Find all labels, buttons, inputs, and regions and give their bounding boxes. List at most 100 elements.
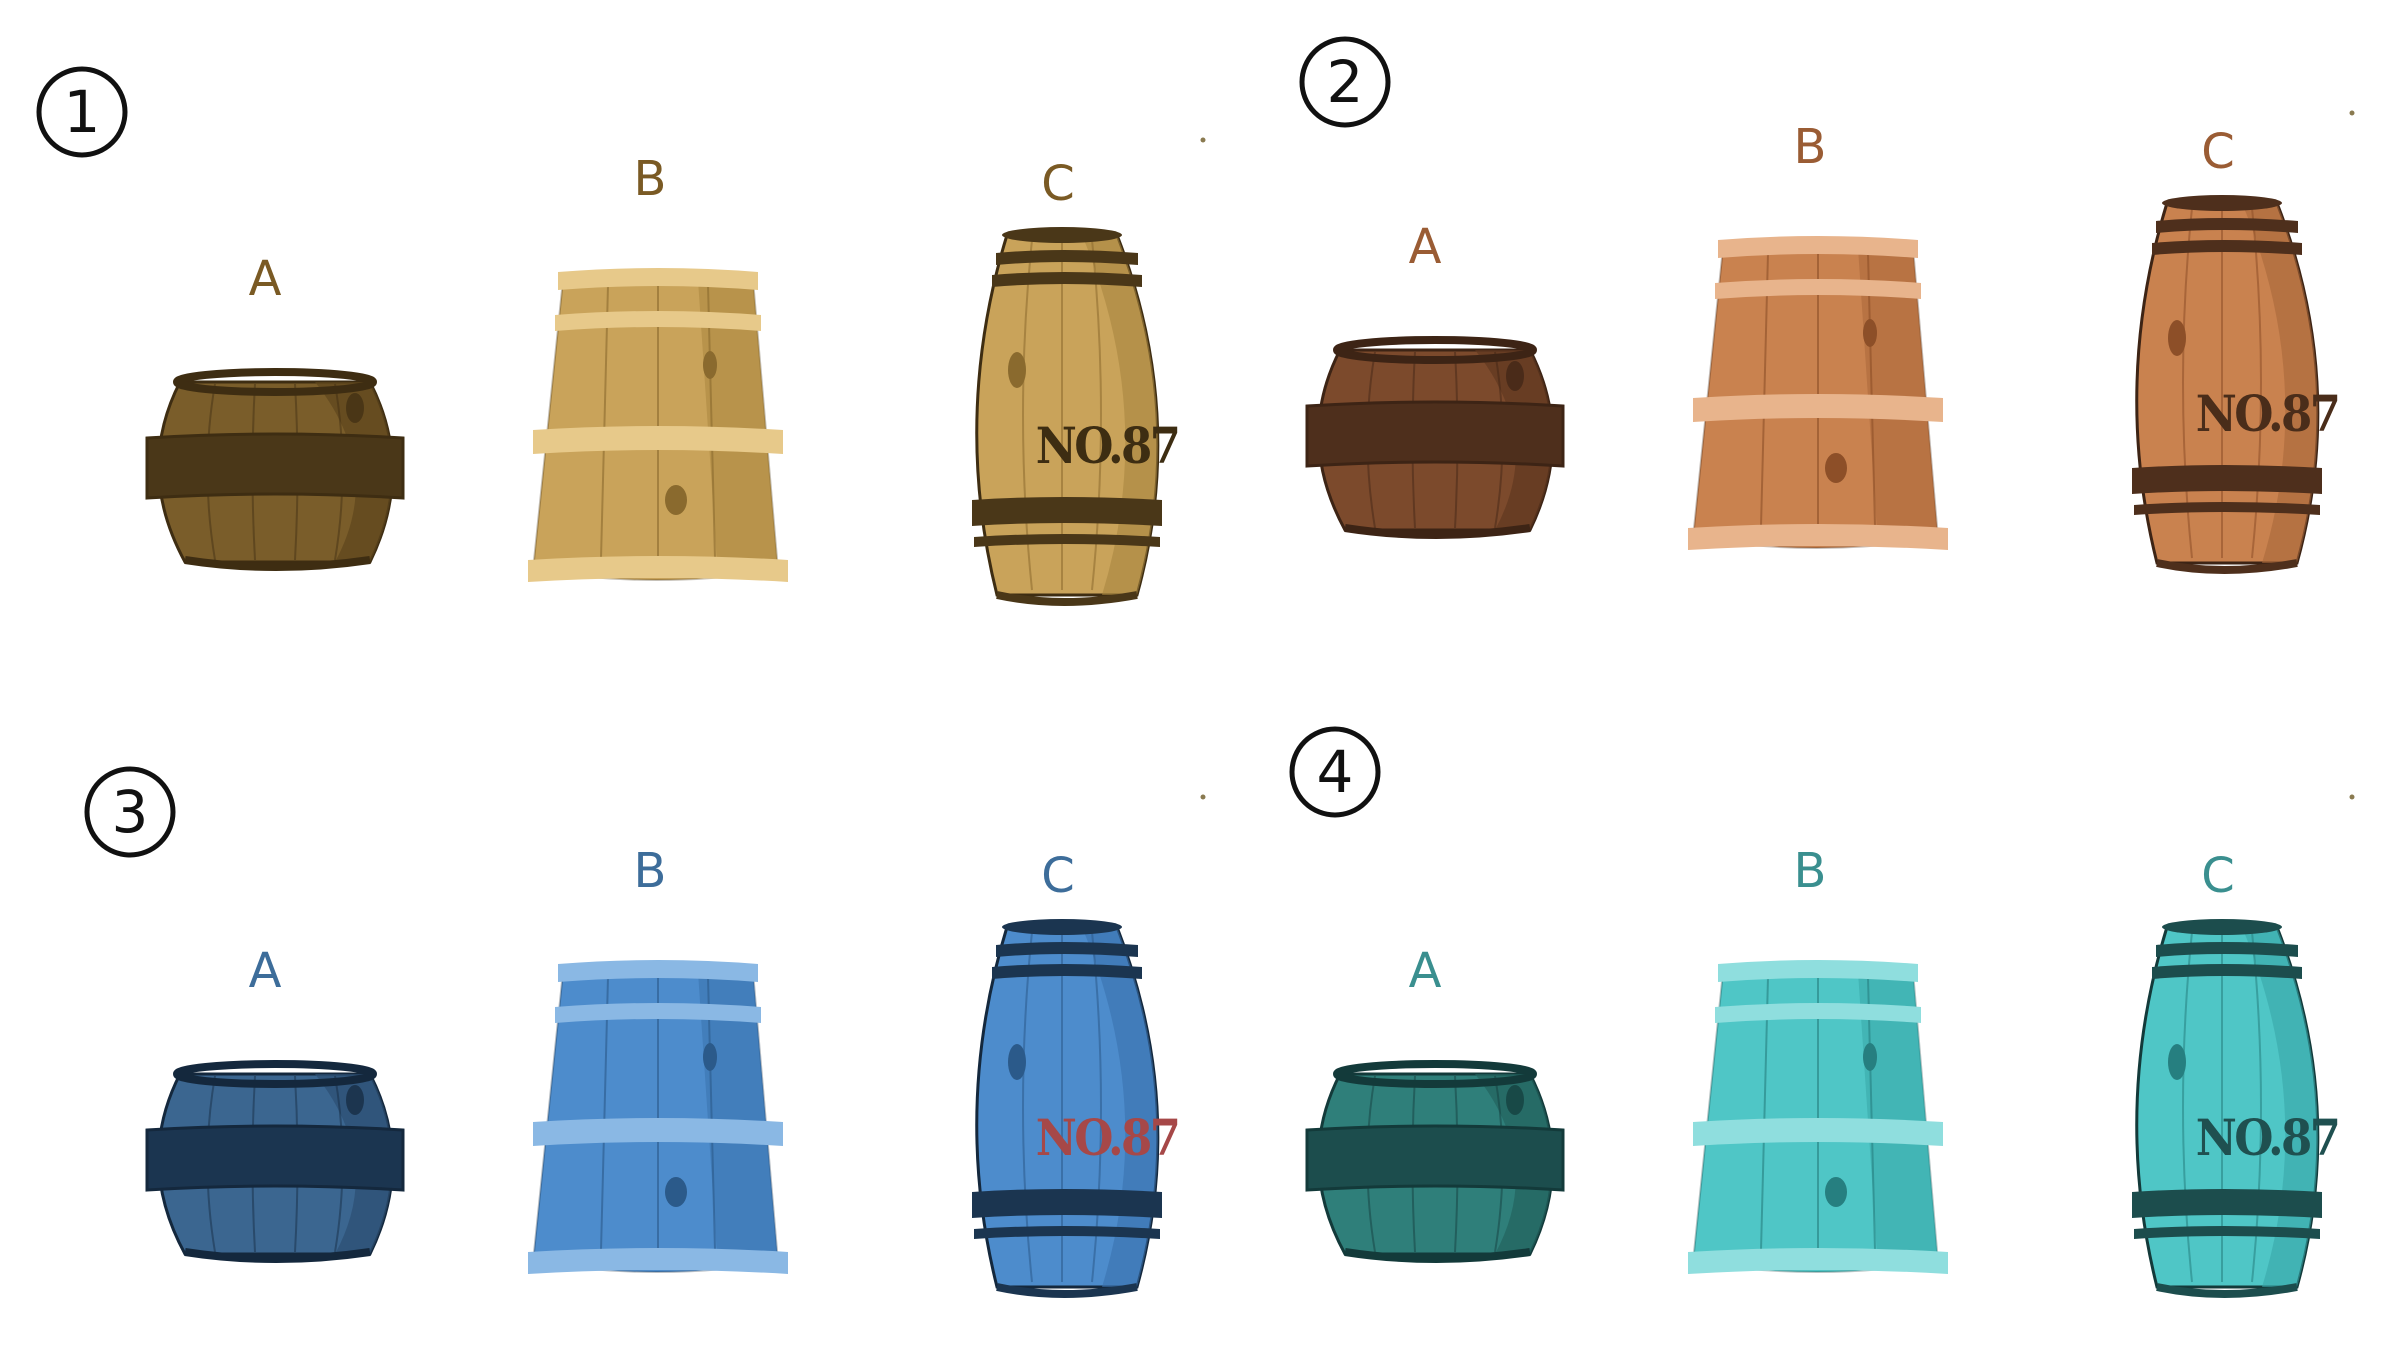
barrel-band (996, 250, 1138, 265)
barrel-bottom-rim (184, 1248, 371, 1263)
barrel-band (1305, 400, 1565, 468)
group-number: 2 (1327, 48, 1364, 116)
bung-hole (1825, 453, 1847, 483)
barrel-band (992, 964, 1142, 979)
barrel-a (1305, 1060, 1565, 1263)
group-number-circle (1289, 726, 1381, 818)
group-number: 3 (112, 778, 149, 846)
barrel-hoop (533, 1118, 783, 1146)
bung-hole (2168, 320, 2186, 356)
barrel-bottom-rim (184, 556, 371, 571)
barrel-hoop (558, 960, 758, 982)
barrel-bottom-rim (996, 1283, 1138, 1298)
corner-dot (1200, 794, 1206, 800)
corner-dot (1200, 137, 1206, 143)
stamp-text: NO.87 (2196, 385, 2338, 444)
barrel-bottom-rim (1344, 1248, 1531, 1263)
barrel-shade (1475, 1074, 1553, 1254)
barrel-letter-label: A (1409, 219, 1442, 275)
barrel-top-rim (2162, 919, 2282, 935)
barrel-b (528, 268, 788, 582)
barrel-hoop (1718, 960, 1918, 982)
barrel-group-4: 4 A B C NO.87 (1289, 726, 2341, 1298)
barrel-band (2134, 1226, 2320, 1239)
barrel-letter-label: A (249, 251, 282, 307)
barrel-bottom-rim (996, 591, 1138, 606)
barrel-band (2152, 964, 2302, 979)
barrel-letter-label: C (2201, 124, 2235, 180)
barrel-c: NO.87 (972, 227, 1181, 606)
barrel-hoop (528, 1248, 788, 1274)
barrel-band (972, 497, 1162, 526)
bung-hole (1008, 352, 1026, 388)
stamp-text: NO.87 (1036, 1109, 1178, 1168)
barrel-band (2156, 218, 2298, 233)
barrel-group-1: 1 A B C NO.87 (36, 66, 1181, 606)
barrel-letter-label: A (1409, 943, 1442, 999)
bung-hole (1863, 1043, 1877, 1071)
barrel-hoop (558, 268, 758, 290)
barrel-band (974, 534, 1160, 547)
corner-dot (2349, 794, 2355, 800)
barrel-band (2134, 502, 2320, 515)
bung-hole (1863, 319, 1877, 347)
bung-hole (1506, 361, 1524, 391)
barrel-a (1305, 336, 1565, 539)
barrel-b (1688, 236, 1948, 550)
stamp-text: NO.87 (1036, 417, 1178, 476)
barrel-band (974, 1226, 1160, 1239)
barrel-letter-label: B (634, 843, 667, 899)
barrel-hoop (1688, 1248, 1948, 1274)
corner-dot (2349, 110, 2355, 116)
barrel-hoop (528, 556, 788, 582)
barrel-shade (315, 382, 393, 562)
barrel-bottom-rim (2156, 559, 2298, 574)
group-number-circle (1299, 36, 1391, 128)
bung-hole (703, 1043, 717, 1071)
barrel-hoop (1715, 279, 1921, 299)
barrel-band (1305, 1124, 1565, 1192)
barrel-c: NO.87 (2132, 919, 2341, 1298)
barrel-top-rim (1333, 1060, 1537, 1088)
barrel-letter-label: A (249, 943, 282, 999)
group-number-circle (84, 766, 176, 858)
barrel-shade (1475, 350, 1553, 530)
stamp-text: NO.87 (2196, 1109, 2338, 1168)
barrel-hoop (1715, 1003, 1921, 1023)
group-number: 1 (64, 78, 101, 146)
barrel-band (145, 1124, 405, 1192)
barrel-top-rim (1002, 919, 1122, 935)
barrel-hoop (1718, 236, 1918, 258)
barrel-hoop (533, 426, 783, 454)
barrel-hoop (555, 311, 761, 331)
barrel-a (145, 1060, 405, 1263)
barrel-group-2: 2 A B C NO.87 (1299, 36, 2341, 574)
barrel-band (145, 432, 405, 500)
barrel-letter-label: B (1794, 119, 1827, 175)
barrel-group-3: 3 A B C NO.87 (84, 766, 1181, 1298)
bung-hole (665, 1177, 687, 1207)
barrel-band (2152, 240, 2302, 255)
bung-hole (346, 393, 364, 423)
barrel-letter-label: C (1041, 156, 1075, 212)
barrel-b (1688, 960, 1948, 1274)
barrel-hoop (1688, 524, 1948, 550)
barrel-top-rim (2162, 195, 2282, 211)
barrel-c: NO.87 (2132, 195, 2341, 574)
group-number: 4 (1317, 738, 1354, 806)
barrel-letter-label: B (634, 151, 667, 207)
barrel-top-rim (1333, 336, 1537, 364)
bung-hole (1506, 1085, 1524, 1115)
barrel-c: NO.87 (972, 919, 1181, 1298)
bung-hole (1008, 1044, 1026, 1080)
bung-hole (346, 1085, 364, 1115)
bung-hole (1825, 1177, 1847, 1207)
barrel-hoop (1693, 394, 1943, 422)
barrel-top-rim (1002, 227, 1122, 243)
barrel-band (996, 942, 1138, 957)
barrel-letter-label: C (1041, 848, 1075, 904)
barrel-band (2132, 1189, 2322, 1218)
barrel-bottom-rim (2156, 1283, 2298, 1298)
